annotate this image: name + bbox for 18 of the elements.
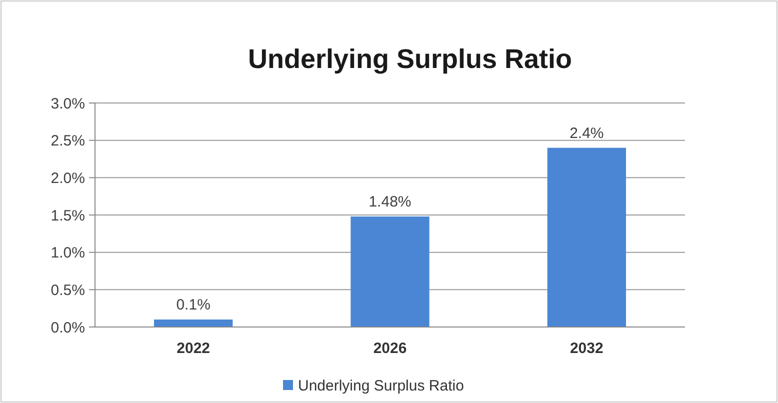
x-tick-label: 2032 <box>570 340 604 357</box>
y-tick-label: 3.0% <box>50 95 85 112</box>
data-label: 1.48% <box>368 193 412 210</box>
data-label: 2.4% <box>570 124 604 142</box>
chart-title: Underlying Surplus Ratio <box>248 44 572 74</box>
y-tick-label: 0.5% <box>50 282 85 299</box>
y-tick-label: 2.5% <box>50 132 85 150</box>
bar <box>154 320 233 327</box>
y-tick-label: 0.0% <box>50 319 85 336</box>
x-tick-label: 2022 <box>176 340 210 357</box>
x-tick-label: 2026 <box>373 340 407 357</box>
y-tick-label: 2.0% <box>50 170 85 187</box>
legend-label: Underlying Surplus Ratio <box>298 377 464 394</box>
y-tick-label: 1.5% <box>50 207 85 224</box>
bar <box>350 216 430 327</box>
y-tick-label: 1.0% <box>50 244 85 262</box>
data-label: 0.1% <box>176 296 210 314</box>
bar <box>547 148 626 327</box>
